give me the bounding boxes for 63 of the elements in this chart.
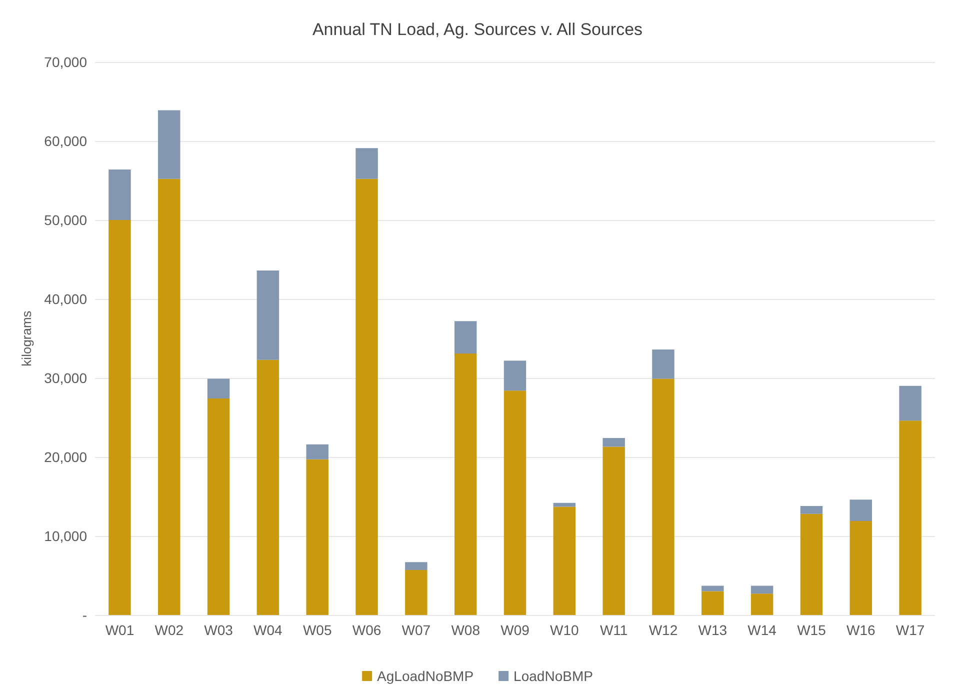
x-tick-label: W14 [748,622,777,638]
chart-title: Annual TN Load, Ag. Sources v. All Sources [312,20,643,39]
x-tick-label: W13 [698,622,728,638]
bar [553,506,576,615]
bar [356,148,378,179]
x-tick-label: W06 [352,622,382,638]
bar [454,354,477,615]
bar [850,500,872,521]
bar [256,270,280,360]
bar [454,321,477,354]
bar [800,514,823,615]
y-tick-label: - [82,607,88,623]
bar [800,506,823,514]
x-tick-label: W10 [550,622,580,638]
bar [702,591,724,615]
bar [899,386,922,421]
bar [108,169,131,220]
y-tick-label: 30,000 [44,370,88,386]
bar [850,520,872,615]
legend-label: AgLoadNoBMP [377,668,474,684]
y-tick-label: 40,000 [44,291,88,307]
y-tick-label: 20,000 [44,449,88,465]
x-tick-label: W16 [846,622,876,638]
bar [504,390,526,615]
y-tick-label: 10,000 [44,528,88,544]
y-tick-label: 50,000 [44,212,88,228]
bar [553,502,576,507]
bar [405,562,428,570]
x-tick-label: W08 [451,622,480,638]
bar [207,378,230,399]
y-axis-title: kilograms [19,310,34,366]
legend-label: LoadNoBMP [514,668,593,684]
bar [750,586,774,594]
x-tick-label: W05 [302,622,332,638]
x-tick-label: W03 [204,622,234,638]
bar [306,459,328,615]
bar [652,350,674,379]
bar [158,110,180,179]
bar [602,446,625,615]
x-tick-label: W11 [600,622,628,638]
bar [306,444,328,460]
bar [158,178,180,615]
bar [504,360,526,391]
x-tick-label: W12 [648,622,678,638]
x-tick-label: W15 [797,622,826,638]
x-tick-label: W09 [500,622,530,638]
bar [602,438,625,447]
bar [256,360,280,615]
x-tick-label: W04 [254,622,283,638]
bar [899,420,922,615]
y-tick-label: 60,000 [44,133,88,149]
x-tick-label: W17 [896,622,925,638]
bar [405,570,428,615]
x-tick-label: W01 [105,622,134,638]
bar [652,378,674,615]
bar [356,178,378,615]
x-tick-label: W07 [402,622,431,638]
bar [750,594,774,615]
x-tick-label: W02 [154,622,184,638]
bar [108,220,131,615]
y-tick-label: 70,000 [44,54,88,70]
bar [702,586,724,592]
bar [207,398,230,615]
